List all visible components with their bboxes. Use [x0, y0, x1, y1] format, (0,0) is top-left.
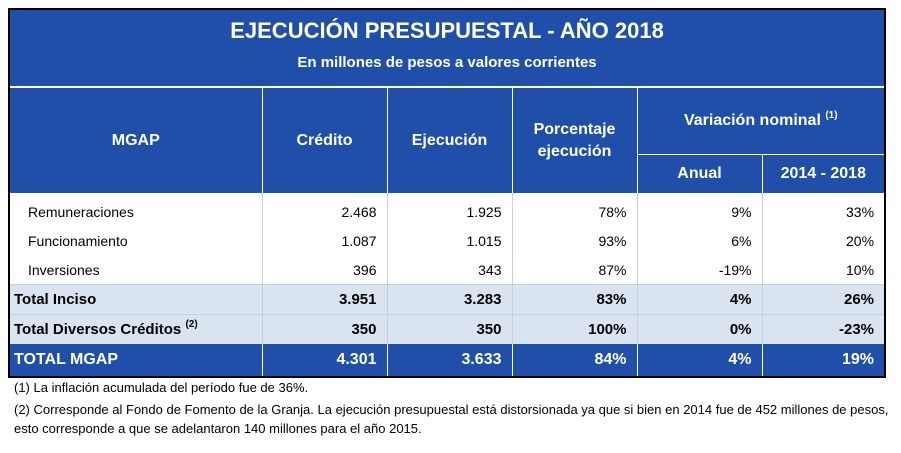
row-label: TOTAL MGAP [8, 344, 263, 378]
row-label: Total Diversos Créditos (2) [8, 314, 263, 344]
header-ejecucion: Ejecución [386, 86, 512, 193]
row-label-text: Total Diversos Créditos [14, 321, 182, 338]
header-anual: Anual [636, 154, 762, 193]
cell-credito: 3.951 [262, 284, 388, 315]
cell-ejecucion: 1.925 [387, 193, 513, 226]
table-row: Funcionamiento 1.087 1.015 93% 6% 20% [8, 226, 887, 255]
cell-ejecucion: 1.015 [387, 226, 513, 255]
header-variacion-label: Variación nominal [683, 112, 821, 129]
cell-porcentaje: 83% [512, 284, 638, 315]
total-inciso-row: Total Inciso 3.951 3.283 83% 4% 26% [8, 284, 887, 315]
header-credito: Crédito [261, 86, 387, 193]
header-variacion: Variación nominal (1) [636, 86, 887, 155]
total-mgap-row: TOTAL MGAP 4.301 3.633 84% 4% 19% [8, 344, 887, 378]
cell-periodo: 26% [762, 284, 887, 315]
cell-ejecucion: 3.633 [387, 344, 513, 378]
row-label: Total Inciso [8, 284, 263, 315]
footnote-2: (2) Corresponde al Fondo de Fomento de l… [14, 402, 889, 436]
cell-credito: 350 [262, 314, 388, 344]
header-porcentaje: Porcentaje ejecución [511, 86, 637, 193]
table-title: EJECUCIÓN PRESUPUESTAL - AÑO 2018 [7, 8, 887, 52]
cell-anual: 4% [637, 284, 763, 315]
cell-periodo: 10% [762, 255, 887, 285]
cell-porcentaje: 78% [512, 193, 638, 226]
cell-periodo: 20% [762, 226, 887, 255]
table-row: Remuneraciones 2.468 1.925 78% 9% 33% [8, 193, 887, 226]
cell-porcentaje: 87% [512, 255, 638, 285]
cell-credito: 4.301 [262, 344, 388, 378]
budget-table: EJECUCIÓN PRESUPUESTAL - AÑO 2018 En mil… [7, 8, 887, 378]
cell-periodo: 19% [762, 344, 887, 378]
cell-anual: 4% [637, 344, 763, 378]
header-variacion-note: (1) [825, 110, 838, 121]
total-diversos-row: Total Diversos Créditos (2) 350 350 100%… [8, 314, 887, 344]
cell-ejecucion: 350 [387, 314, 513, 344]
table-row: Inversiones 396 343 87% -19% 10% [8, 255, 887, 285]
header-periodo: 2014 - 2018 [761, 154, 887, 193]
cell-credito: 1.087 [262, 226, 388, 255]
cell-porcentaje: 84% [512, 344, 638, 378]
cell-anual: -19% [637, 255, 763, 285]
row-label: Inversiones [8, 255, 263, 285]
cell-periodo: 33% [762, 193, 887, 226]
cell-anual: 0% [637, 314, 763, 344]
footnotes: (1) La inflación acumulada del período f… [14, 378, 890, 441]
cell-ejecucion: 3.283 [387, 284, 513, 315]
row-label: Funcionamiento [8, 226, 263, 255]
cell-porcentaje: 100% [512, 314, 638, 344]
budget-table-container: EJECUCIÓN PRESUPUESTAL - AÑO 2018 En mil… [7, 8, 887, 378]
footnote-1: (1) La inflación acumulada del período f… [14, 380, 309, 395]
cell-ejecucion: 343 [387, 255, 513, 285]
header-mgap: MGAP [8, 86, 262, 193]
row-label: Remuneraciones [8, 193, 263, 226]
cell-credito: 2.468 [262, 193, 388, 226]
cell-credito: 396 [262, 255, 388, 285]
row-label-note: (2) [185, 319, 198, 330]
cell-anual: 9% [637, 193, 763, 226]
table-subtitle: En millones de pesos a valores corriente… [7, 52, 887, 87]
cell-anual: 6% [637, 226, 763, 255]
cell-porcentaje: 93% [512, 226, 638, 255]
cell-periodo: -23% [762, 314, 887, 344]
